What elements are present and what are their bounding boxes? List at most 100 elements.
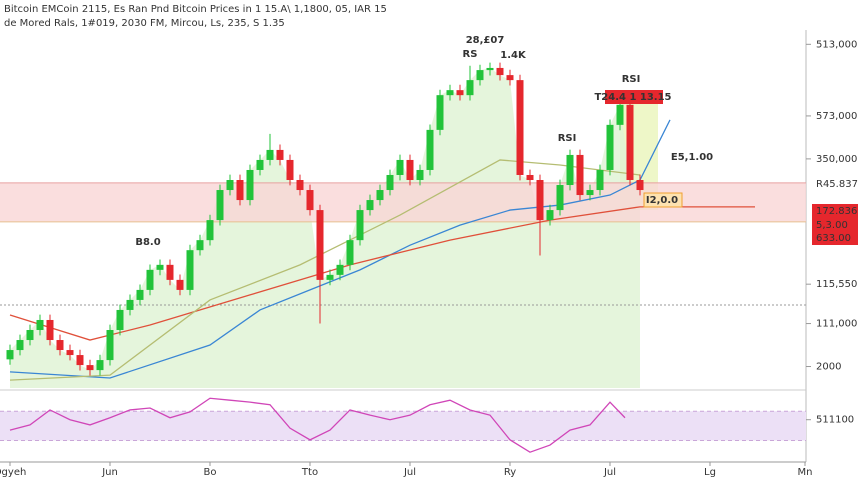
- rsi-tick-label: 511100: [816, 415, 854, 426]
- candle-body: [576, 154, 584, 196]
- candle-body: [416, 169, 424, 181]
- candle-body: [166, 264, 174, 280]
- candle-body: [116, 309, 124, 331]
- candle-body: [476, 70, 484, 81]
- candle-body: [486, 67, 494, 71]
- candle-body: [636, 180, 644, 191]
- x-tick-label: Jul: [403, 467, 416, 478]
- x-tick-label: Ry: [504, 467, 516, 478]
- candle-body: [286, 159, 294, 181]
- candle-body: [606, 124, 614, 170]
- x-tick-label: Ogyeh: [0, 467, 26, 478]
- candle-body: [46, 319, 54, 341]
- y-tick-label: 350,000: [816, 154, 857, 165]
- annotation: 28,£07: [466, 35, 505, 46]
- candle-body: [496, 67, 504, 76]
- zone: [0, 182, 806, 222]
- candle-body: [546, 210, 554, 221]
- candle-body: [356, 210, 364, 241]
- candle-body: [596, 169, 604, 191]
- candle-body: [616, 104, 624, 125]
- candle-body: [236, 180, 244, 201]
- rsi-band: [0, 411, 806, 441]
- x-tick-label: Bo: [204, 467, 217, 478]
- price-label: 172.836: [816, 206, 857, 217]
- title: Bitcoin EMCoin 2115, Es Ran Pnd Bitcoin …: [4, 4, 387, 15]
- candle-body: [266, 149, 274, 160]
- candle-body: [36, 319, 44, 331]
- candle-body: [136, 289, 144, 300]
- candle-body: [516, 80, 524, 175]
- candle-body: [366, 200, 374, 211]
- candle-body: [126, 299, 134, 310]
- price-area: [10, 67, 640, 388]
- price-label-box: [812, 204, 858, 218]
- x-tick-label: Jun: [101, 467, 118, 478]
- candle-body: [316, 210, 324, 280]
- candle-body: [276, 149, 284, 160]
- candle-body: [26, 330, 34, 341]
- candle-body: [296, 180, 304, 191]
- x-tick-label: Tto: [301, 467, 318, 478]
- price-label: 5,3.00: [816, 220, 848, 231]
- annotation: RS: [463, 49, 478, 60]
- candle-body: [396, 159, 404, 175]
- y-tick-label: 111,000: [816, 319, 857, 330]
- price-label-box: [812, 218, 858, 232]
- moving-average: [9, 119, 671, 379]
- candle-body: [176, 279, 184, 290]
- candle-body: [16, 340, 24, 351]
- candle-body: [526, 174, 534, 181]
- candle-body: [76, 355, 84, 366]
- candle-body: [146, 269, 154, 290]
- candle-body: [566, 154, 574, 186]
- candle-body: [96, 360, 104, 371]
- candle-body: [86, 365, 94, 371]
- candle-body: [626, 104, 634, 181]
- x-tick-label: Jul: [603, 467, 616, 478]
- candle-body: [446, 90, 454, 96]
- annotation: RSI: [622, 74, 641, 85]
- candle-body: [556, 185, 564, 211]
- candle-body: [436, 95, 444, 130]
- candle-body: [66, 350, 74, 356]
- y-tick-label: 573,000: [816, 111, 857, 122]
- subtitle: de Mored Rals, 1#019, 2030 FM, Mircou, L…: [4, 18, 285, 29]
- y-tick-label: 2000: [816, 362, 841, 373]
- candle-body: [376, 190, 384, 201]
- candle-body: [306, 190, 314, 211]
- candle-body: [346, 240, 354, 265]
- y-tick-label: 115,550: [816, 279, 857, 290]
- candle-body: [536, 180, 544, 221]
- annotation-box: [605, 90, 663, 104]
- candle-body: [336, 264, 344, 275]
- candle-body: [226, 180, 234, 191]
- price-label: 633.00: [816, 233, 851, 244]
- candle-body: [466, 80, 474, 96]
- candle-body: [256, 159, 264, 170]
- candle-body: [386, 174, 394, 191]
- candle-body: [246, 169, 254, 201]
- annotation: 1.4K: [500, 50, 527, 61]
- candle-body: [326, 274, 334, 280]
- candle-body: [206, 220, 214, 241]
- candle-body: [56, 340, 64, 351]
- candle-body: [6, 350, 14, 360]
- candle-body: [196, 240, 204, 251]
- price-label: R45.837: [816, 179, 858, 190]
- candle-body: [216, 190, 224, 221]
- candle-body: [106, 330, 114, 361]
- x-tick-label: Lg: [704, 467, 716, 478]
- candle-body: [456, 90, 464, 96]
- candle-body: [156, 264, 164, 270]
- annotation: E5,1.00: [671, 152, 713, 163]
- annotation: T24.4 1 13.15: [594, 92, 671, 103]
- y-tick-label: 513,000: [816, 39, 857, 50]
- candle-body: [586, 190, 594, 196]
- annotation: B8.0: [135, 237, 160, 248]
- annotation-box: [643, 192, 683, 208]
- candle-body: [506, 75, 514, 81]
- candle-body: [186, 250, 194, 290]
